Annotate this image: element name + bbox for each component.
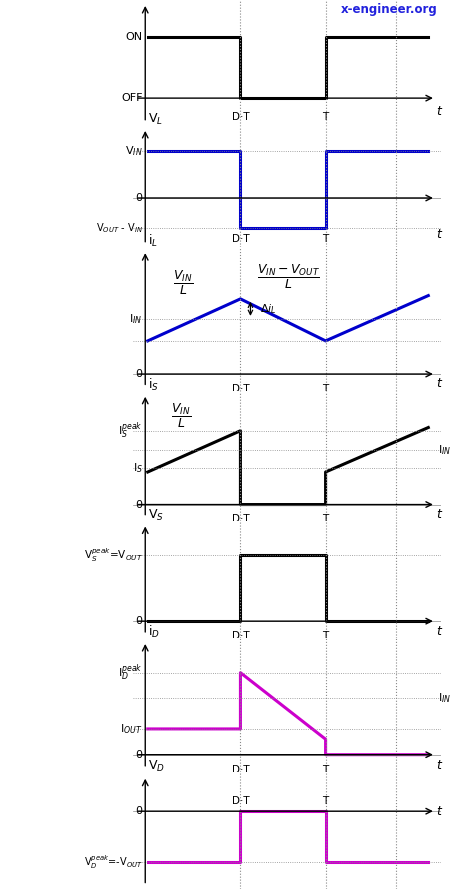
Text: $\Delta i_L$: $\Delta i_L$ — [261, 302, 277, 316]
Text: 0: 0 — [136, 193, 143, 203]
Text: I$_D^{peak}$: I$_D^{peak}$ — [118, 662, 143, 683]
Text: D·T: D·T — [232, 765, 249, 775]
Text: D·T: D·T — [232, 515, 249, 525]
Text: $\dfrac{V_{IN}}{L}$: $\dfrac{V_{IN}}{L}$ — [172, 402, 191, 429]
Text: I$_{IN}$: I$_{IN}$ — [438, 692, 452, 705]
Text: D·T: D·T — [232, 384, 249, 394]
Text: S$_{state}$: S$_{state}$ — [148, 0, 180, 1]
Text: V$_D$: V$_D$ — [148, 759, 165, 774]
Text: t: t — [436, 758, 441, 772]
Text: V$_L$: V$_L$ — [148, 111, 163, 126]
Text: t: t — [436, 625, 441, 637]
Text: T: T — [322, 384, 329, 394]
Text: 0: 0 — [136, 806, 143, 816]
Text: T: T — [322, 112, 329, 122]
Text: x-engineer.org: x-engineer.org — [341, 3, 438, 15]
Text: ON: ON — [126, 32, 143, 42]
Text: V$_S$: V$_S$ — [148, 508, 164, 523]
Text: i$_L$: i$_L$ — [148, 233, 158, 249]
Text: T: T — [322, 797, 329, 806]
Text: 0: 0 — [136, 369, 143, 379]
Text: D·T: D·T — [232, 112, 249, 122]
Text: V$_{IN}$: V$_{IN}$ — [125, 144, 143, 158]
Text: I$_{IN}$: I$_{IN}$ — [438, 444, 452, 457]
Text: 0: 0 — [136, 500, 143, 509]
Text: I$_S$: I$_S$ — [133, 461, 143, 475]
Text: t: t — [436, 378, 441, 390]
Text: $\dfrac{V_{IN}-V_{OUT}}{L}$: $\dfrac{V_{IN}-V_{OUT}}{L}$ — [257, 263, 320, 291]
Text: t: t — [436, 228, 441, 241]
Text: I$_{IN}$: I$_{IN}$ — [129, 312, 143, 325]
Text: D·T: D·T — [232, 631, 249, 641]
Text: 0: 0 — [136, 749, 143, 760]
Text: V$_{OUT}$ - V$_{IN}$: V$_{OUT}$ - V$_{IN}$ — [96, 221, 143, 236]
Text: D·T: D·T — [232, 235, 249, 244]
Text: OFF: OFF — [121, 93, 143, 103]
Text: T: T — [322, 765, 329, 775]
Text: t: t — [436, 105, 441, 118]
Text: t: t — [436, 508, 441, 521]
Text: i$_D$: i$_D$ — [148, 624, 160, 640]
Text: i$_S$: i$_S$ — [148, 377, 159, 393]
Text: $\dfrac{V_{IN}}{L}$: $\dfrac{V_{IN}}{L}$ — [173, 269, 193, 298]
Text: V$_D^{peak}$=-V$_{OUT}$: V$_D^{peak}$=-V$_{OUT}$ — [83, 853, 143, 871]
Text: 0: 0 — [136, 616, 143, 626]
Text: I$_S^{peak}$: I$_S^{peak}$ — [118, 420, 143, 441]
Text: T: T — [322, 631, 329, 641]
Text: V$_S^{peak}$=V$_{OUT}$: V$_S^{peak}$=V$_{OUT}$ — [84, 547, 143, 565]
Text: I$_{OUT}$: I$_{OUT}$ — [120, 722, 143, 736]
Text: D·T: D·T — [232, 797, 249, 806]
Text: T: T — [322, 235, 329, 244]
Text: t: t — [436, 805, 441, 818]
Text: T: T — [322, 515, 329, 525]
